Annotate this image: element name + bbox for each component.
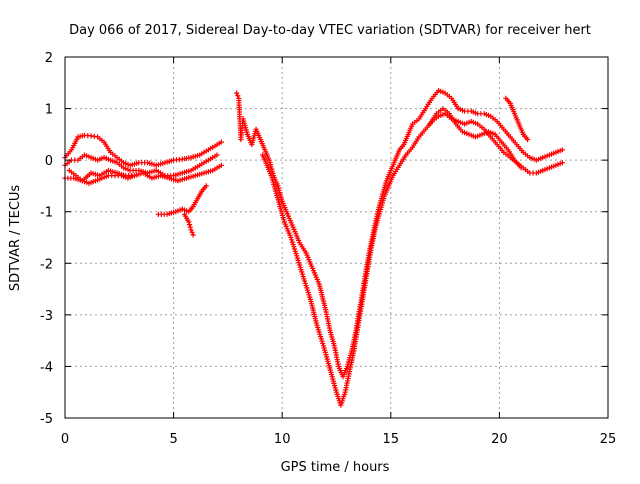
axes: 0 5 10 15 20 25 -5 -4 -3 -2 -1 0 1 2: [40, 51, 616, 447]
series-track-a: [62, 132, 224, 168]
data-points: [62, 87, 565, 408]
series-track-i: [427, 106, 524, 171]
x-tick-label: 15: [383, 432, 400, 447]
data-point-markers: [234, 87, 565, 380]
x-tick-label: 0: [61, 432, 69, 447]
y-tick-label: -5: [40, 412, 53, 427]
series-track-e: [155, 183, 209, 217]
series-track-g: [234, 87, 565, 380]
x-tick-label: 10: [274, 432, 291, 447]
y-tick-label: 0: [45, 154, 53, 169]
data-point-markers: [260, 111, 565, 408]
series-track-j: [503, 95, 531, 143]
y-tick-label: -2: [40, 257, 53, 272]
x-tick-label: 25: [600, 432, 617, 447]
y-tick-label: -3: [40, 309, 53, 324]
data-point-markers: [62, 132, 224, 168]
y-axis-label: SDTVAR / TECUs: [8, 185, 23, 292]
x-tick-label: 5: [169, 432, 177, 447]
data-point-markers: [66, 167, 138, 186]
series-track-h: [260, 111, 565, 408]
plot-frame: [64, 56, 609, 419]
data-point-markers: [503, 95, 531, 143]
y-tick-label: 2: [45, 51, 53, 66]
y-tick-label: 1: [45, 103, 53, 118]
series-track-d: [66, 167, 138, 186]
data-point-markers: [181, 211, 196, 238]
x-axis-label: GPS time / hours: [281, 460, 390, 475]
y-tick-label: -1: [40, 206, 53, 221]
x-tick-label: 20: [491, 432, 508, 447]
chart-title: Day 066 of 2017, Sidereal Day-to-day VTE…: [69, 23, 591, 38]
y-tick-label: -4: [40, 360, 53, 375]
series-track-f: [181, 211, 196, 238]
data-point-markers: [155, 183, 209, 217]
data-point-markers: [427, 106, 524, 171]
